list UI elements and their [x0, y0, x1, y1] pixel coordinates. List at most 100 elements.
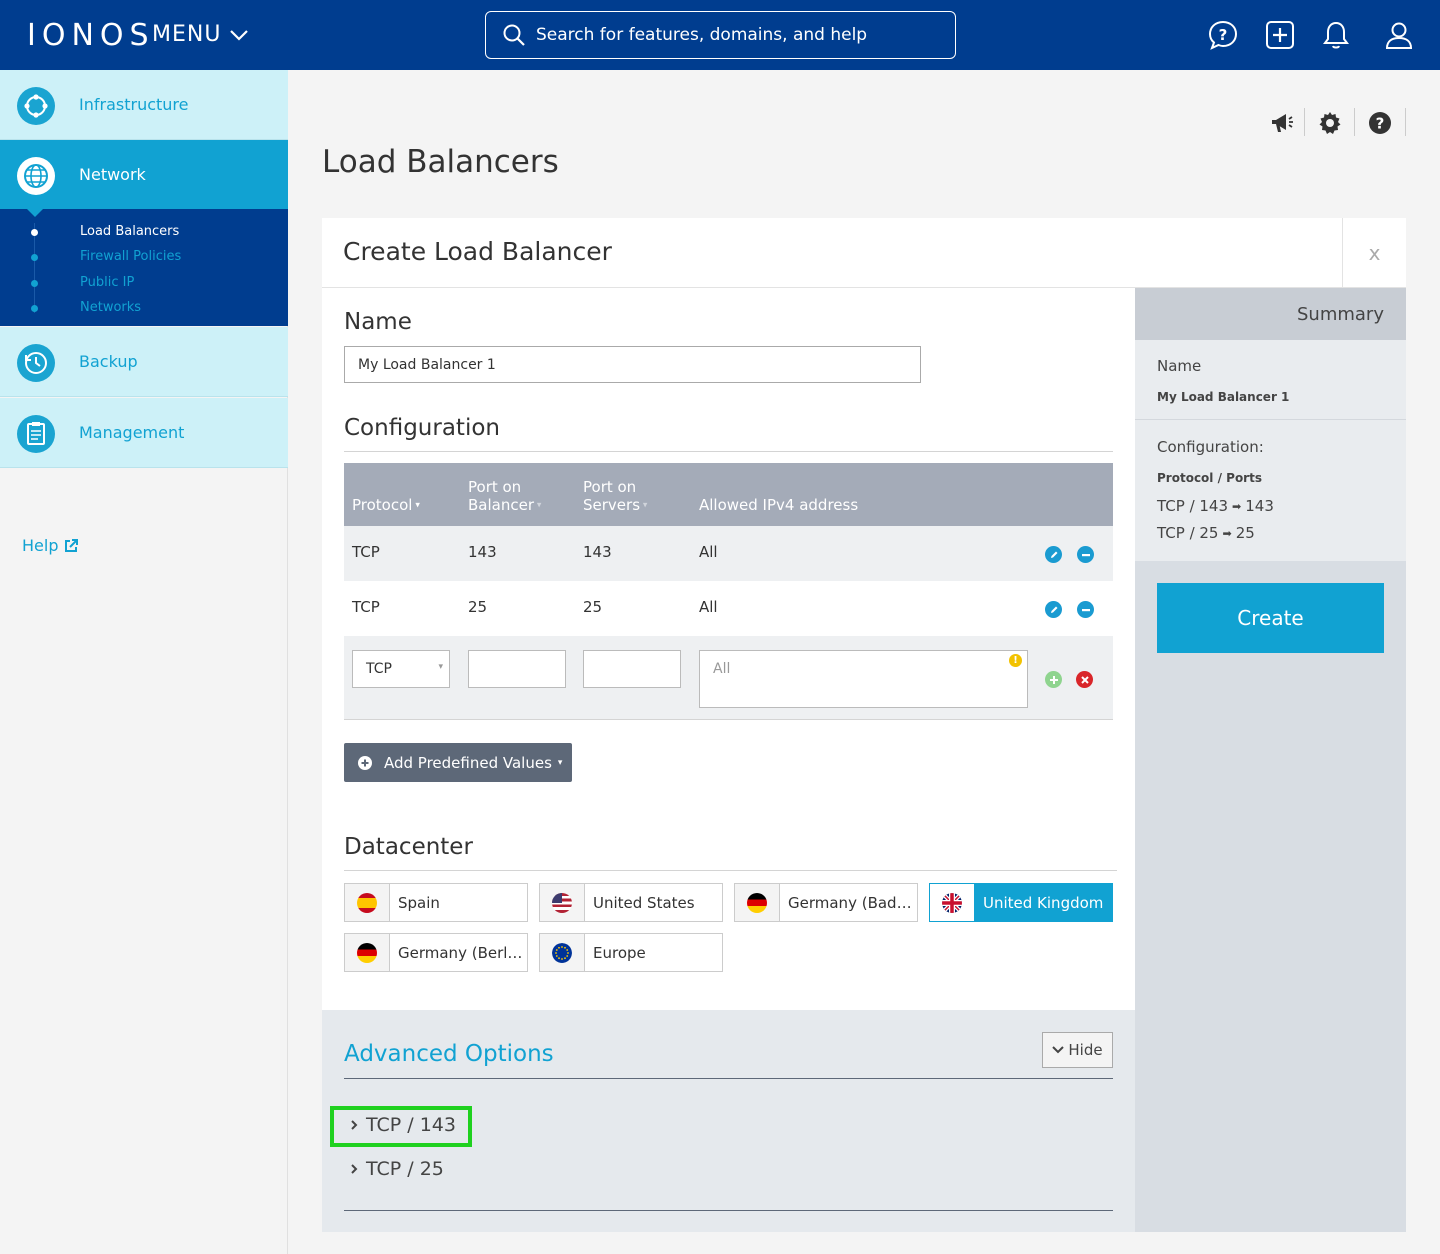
- add-icon[interactable]: [1263, 18, 1297, 52]
- column-allowed-ipv4: Allowed IPv4 address: [699, 496, 859, 514]
- configuration-heading: Configuration: [344, 415, 500, 441]
- bullet-dot: [31, 305, 38, 312]
- page-title: Load Balancers: [322, 144, 559, 180]
- help-chat-icon[interactable]: ?: [1206, 18, 1240, 52]
- datacenter-united-kingdom[interactable]: United Kingdom: [929, 883, 1113, 922]
- cell-port-servers: 143: [583, 543, 612, 561]
- network-globe-icon: [17, 157, 55, 195]
- summary-entry: TCP / 25 ➡ 25: [1157, 524, 1255, 542]
- question-icon[interactable]: ?: [1365, 108, 1395, 138]
- column-label: Servers: [583, 496, 641, 514]
- datacenter-label: Germany (Baden-Württemberg): [788, 893, 915, 912]
- summary-entry: TCP / 143 ➡ 143: [1157, 497, 1274, 515]
- add-predefined-values-button[interactable]: Add Predefined Values ▾: [344, 743, 572, 782]
- edit-icon[interactable]: [1045, 601, 1062, 618]
- arrow-right-icon: ➡: [1222, 526, 1232, 540]
- menu-button[interactable]: MENU: [152, 22, 249, 47]
- sidebar-item-infrastructure[interactable]: Infrastructure: [0, 70, 288, 140]
- datacenter-europe[interactable]: Europe: [539, 933, 723, 972]
- sidebar-item-backup[interactable]: Backup: [0, 327, 288, 397]
- bell-icon[interactable]: [1319, 18, 1353, 52]
- name-field-value: My Load Balancer 1: [358, 356, 496, 373]
- table-row: TCP 25 25 All: [344, 581, 1113, 636]
- cell-protocol: TCP: [352, 598, 380, 616]
- svg-text:?: ?: [1219, 26, 1228, 44]
- close-button[interactable]: x: [1342, 218, 1406, 288]
- column-port-balancer[interactable]: Port on Balancer ▾: [468, 478, 541, 515]
- flag-container: [345, 884, 390, 921]
- remove-icon[interactable]: [1077, 546, 1094, 563]
- remove-icon[interactable]: [1077, 601, 1094, 618]
- germany-flag-icon: [357, 942, 377, 963]
- search-input[interactable]: Search for features, domains, and help: [485, 11, 956, 59]
- summary-entry-right: 25: [1235, 524, 1255, 542]
- datacenter-germany-baden[interactable]: Germany (Baden-Württemberg): [734, 883, 918, 922]
- ionos-logo[interactable]: IONOS: [27, 18, 155, 53]
- port-balancer-input[interactable]: [468, 650, 566, 688]
- cell-port-balancer: 25: [468, 598, 488, 616]
- cell-allowed: All: [699, 598, 718, 616]
- cell-protocol: TCP: [352, 543, 380, 561]
- datacenter-germany-berlin[interactable]: Germany (Berlin): [344, 933, 528, 972]
- datacenter-united-states[interactable]: United States: [539, 883, 723, 922]
- chevron-right-icon: [351, 1164, 358, 1174]
- subnav-public-ip[interactable]: Public IP: [80, 275, 135, 290]
- help-link[interactable]: Help: [22, 536, 79, 555]
- gear-icon[interactable]: [1315, 108, 1345, 138]
- edit-icon[interactable]: [1045, 546, 1062, 563]
- panel-title: Create Load Balancer: [343, 237, 612, 266]
- sidebar-item-management[interactable]: Management: [0, 398, 288, 468]
- hide-button[interactable]: Hide: [1042, 1032, 1113, 1068]
- sidebar-item-network[interactable]: Network: [0, 140, 288, 210]
- divider: [344, 1210, 1113, 1211]
- summary-entry-left: TCP / 25: [1157, 524, 1219, 542]
- divider: [1354, 108, 1355, 136]
- flag-container: [540, 884, 585, 921]
- add-row-icon[interactable]: [1045, 671, 1062, 688]
- column-label: Balancer: [468, 496, 534, 514]
- create-button[interactable]: Create: [1157, 583, 1384, 653]
- cancel-row-icon[interactable]: [1076, 671, 1093, 688]
- summary-body: Name My Load Balancer 1 Configuration: P…: [1135, 340, 1406, 561]
- name-field[interactable]: My Load Balancer 1: [344, 346, 921, 383]
- advanced-options-title: Advanced Options: [344, 1041, 554, 1067]
- protocol-select-value: TCP: [366, 661, 392, 677]
- management-clipboard-icon: [17, 415, 55, 453]
- port-servers-input[interactable]: [583, 650, 681, 688]
- summary-entry-left: TCP / 143: [1157, 497, 1229, 515]
- subnav-networks[interactable]: Networks: [80, 300, 142, 315]
- hide-label: Hide: [1068, 1041, 1103, 1059]
- column-label: Port on: [583, 478, 637, 496]
- subnav-load-balancers[interactable]: Load Balancers: [80, 224, 180, 239]
- datacenter-spain[interactable]: Spain: [344, 883, 528, 922]
- sort-caret-icon: ▾: [640, 500, 648, 511]
- eu-flag-icon: [552, 942, 572, 963]
- protocol-select[interactable]: TCP ▾: [352, 650, 450, 688]
- datacenter-label: Europe: [593, 943, 646, 962]
- active-caret: [26, 208, 44, 217]
- column-protocol[interactable]: Protocol ▾: [352, 496, 420, 515]
- button-label: Add Predefined Values: [384, 753, 552, 772]
- menu-label: MENU: [152, 22, 222, 47]
- cell-allowed: All: [699, 543, 718, 561]
- divider: [1135, 419, 1406, 420]
- user-icon[interactable]: [1382, 18, 1416, 52]
- subnav-firewall-policies[interactable]: Firewall Policies: [80, 249, 182, 264]
- search-icon: [503, 24, 525, 46]
- sort-caret-icon: ▾: [412, 500, 420, 511]
- datacenter-label: Germany (Berlin): [398, 943, 525, 962]
- bullet-dot: [31, 229, 38, 236]
- network-subnav: Load Balancers Firewall Policies Public …: [0, 208, 288, 326]
- allowed-ip-input[interactable]: All !: [699, 650, 1028, 708]
- summary-name-value: My Load Balancer 1: [1157, 390, 1290, 404]
- divider: [1304, 108, 1305, 136]
- plus-circle-icon: [358, 755, 372, 770]
- summary-entry-right: 143: [1245, 497, 1274, 515]
- advanced-item-tcp-143[interactable]: TCP / 143: [350, 1114, 456, 1136]
- summary-title: Summary: [1297, 304, 1384, 325]
- column-port-servers[interactable]: Port on Servers ▾: [583, 478, 647, 515]
- megaphone-icon[interactable]: [1267, 108, 1297, 138]
- advanced-item-tcp-25[interactable]: TCP / 25: [350, 1158, 444, 1180]
- external-link-icon: [65, 538, 79, 552]
- flag-container: [930, 884, 975, 921]
